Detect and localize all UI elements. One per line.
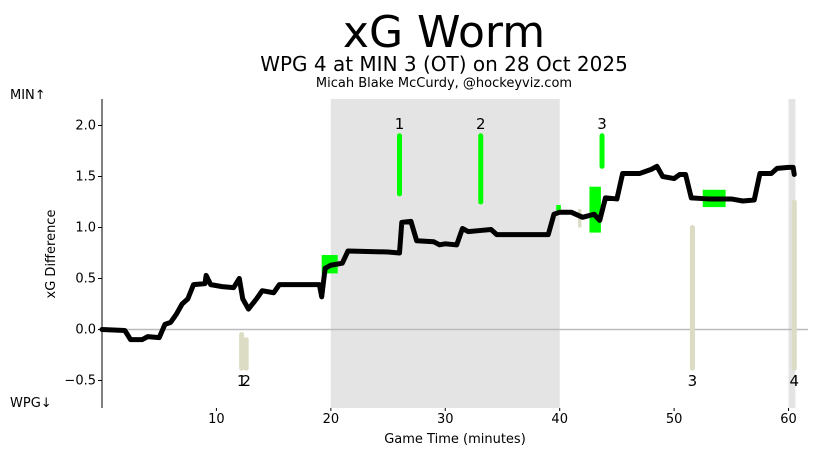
- y-tick-label: 0.0: [75, 322, 96, 337]
- chart-title: xG Worm: [343, 7, 545, 58]
- credit: Micah Blake McCurdy, @hockeyviz.com: [316, 76, 572, 91]
- top-team-label: MIN↑: [10, 88, 46, 103]
- y-tick-label: 1.0: [75, 220, 96, 235]
- x-tick-label: 60: [780, 412, 797, 427]
- x-tick-label: 20: [323, 412, 340, 427]
- x-tick-label: 30: [437, 412, 454, 427]
- goal-label: 4: [789, 372, 799, 390]
- y-tick-label: 0.5: [75, 271, 96, 286]
- x-tick-label: 40: [551, 412, 568, 427]
- y-tick-label: 2.0: [75, 119, 96, 134]
- goal-label: 2: [476, 115, 486, 133]
- highlight: [589, 186, 601, 233]
- worm-line: [99, 163, 797, 343]
- x-tick-label: 50: [666, 412, 683, 427]
- goal-label: 2: [241, 372, 251, 390]
- goal-label: 3: [597, 115, 607, 133]
- y-axis-label: xG Difference: [44, 210, 59, 299]
- highlight: [556, 205, 561, 213]
- y-tick-label: 1.5: [75, 170, 96, 185]
- bottom-team-label: WPG↓: [10, 396, 52, 411]
- goal-label: 1: [237, 372, 247, 390]
- chart-subtitle: WPG 4 at MIN 3 (OT) on 28 Oct 2025: [260, 52, 628, 76]
- goal-label: 1: [395, 115, 405, 133]
- x-tick-label: 10: [208, 412, 225, 427]
- goal-label: 3: [688, 372, 698, 390]
- y-tick-label: −0.5: [64, 373, 96, 388]
- x-axis-label: Game Time (minutes): [384, 432, 526, 447]
